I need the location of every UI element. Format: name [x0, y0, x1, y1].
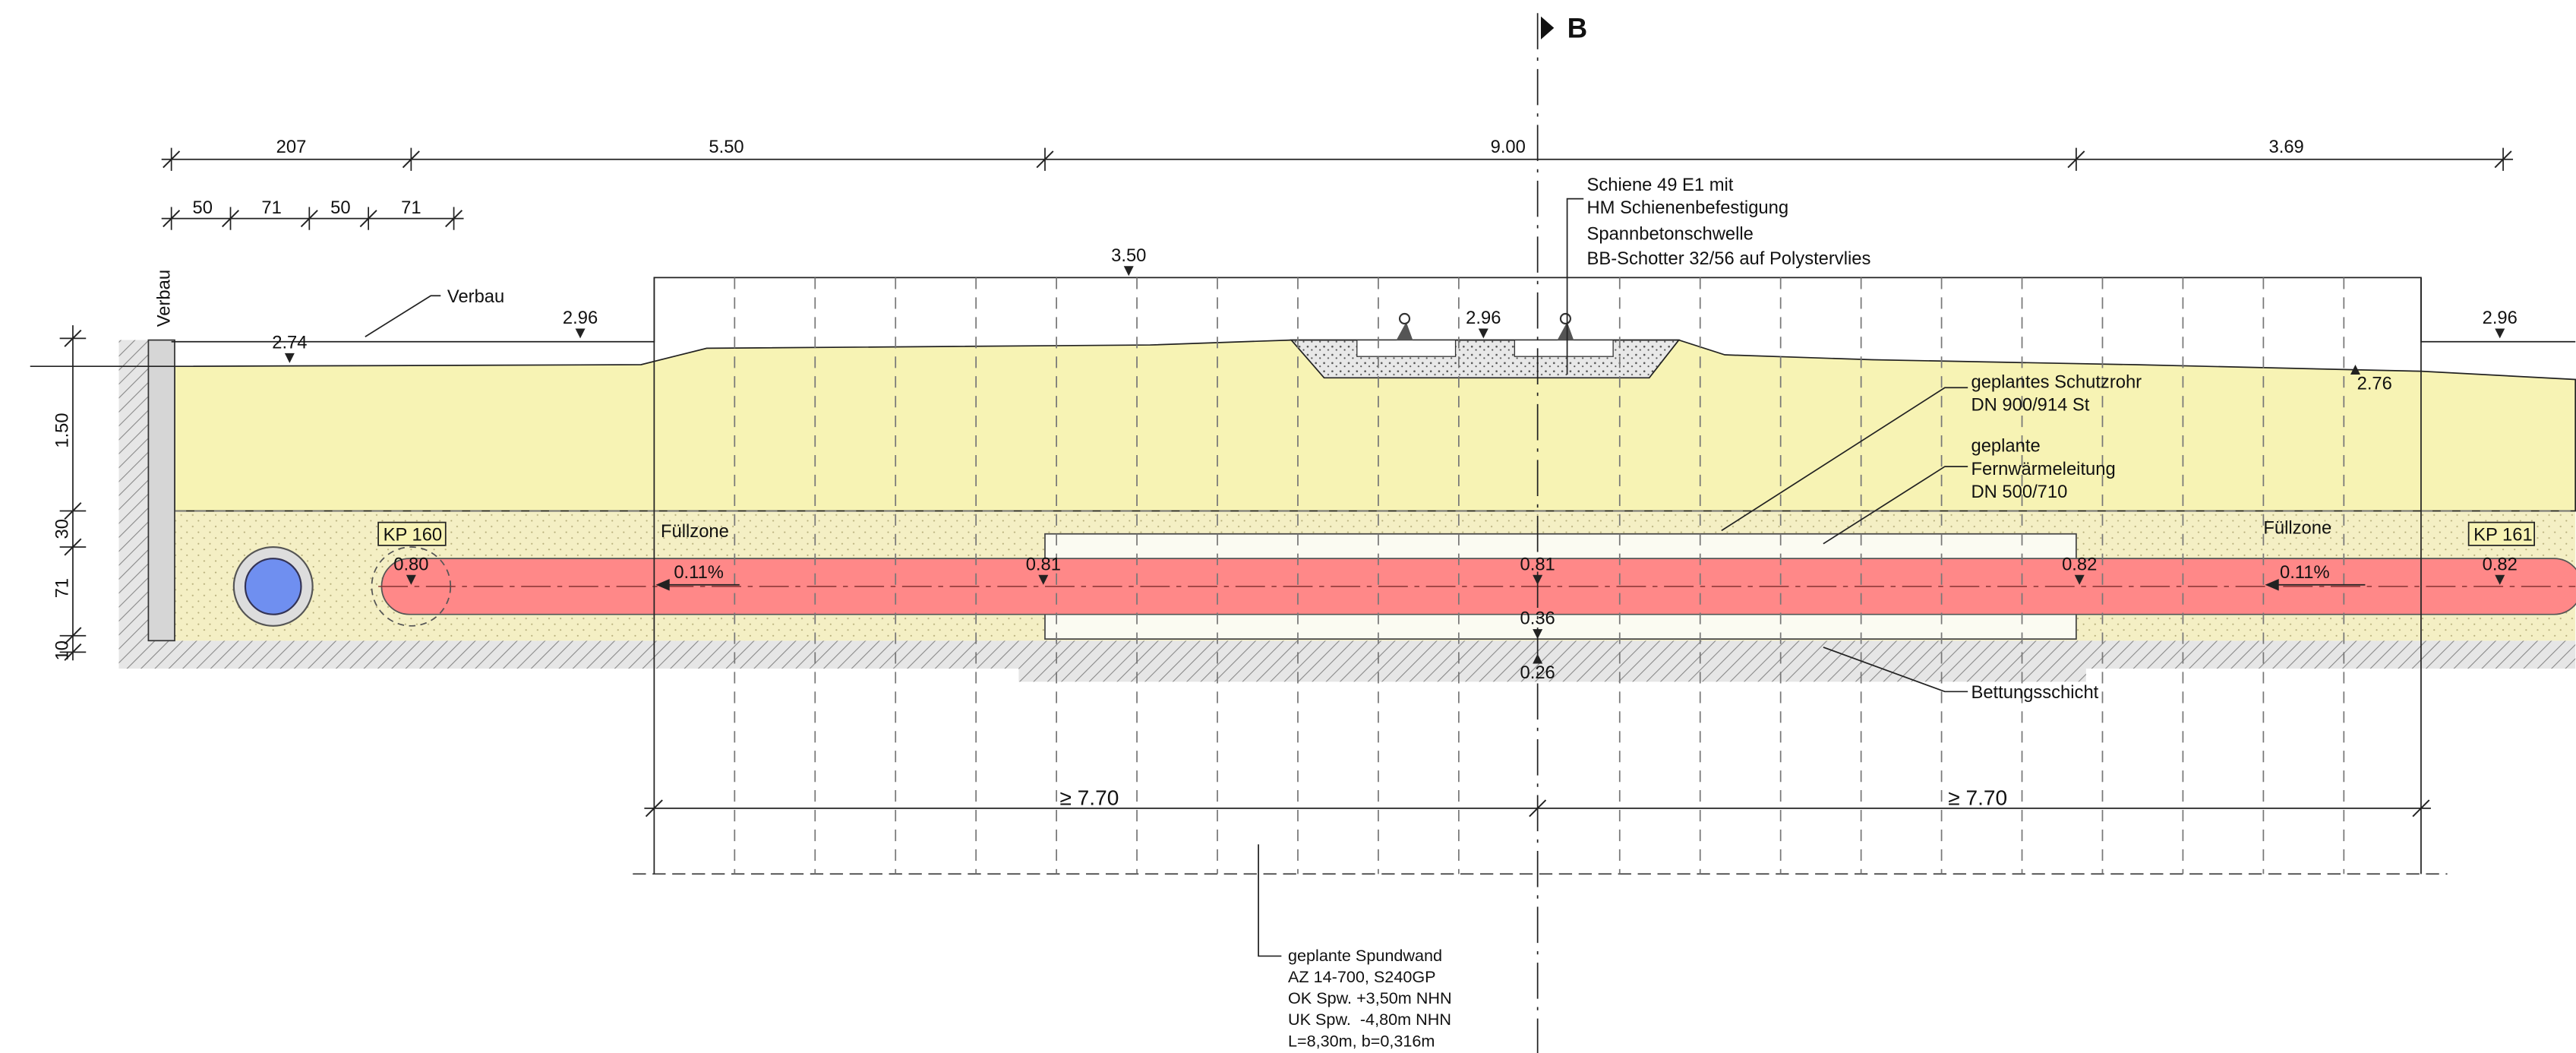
note: DN 500/710 — [1971, 482, 2067, 502]
gradient-label: 0.11% — [2280, 562, 2330, 583]
dimension: 9.00 — [1491, 137, 1526, 157]
level-triangle — [575, 328, 586, 339]
label: Füllzone — [661, 521, 729, 542]
note: OK Spw. +3,50m NHN — [1288, 988, 1452, 1007]
label: Verbau — [447, 286, 504, 307]
note: geplantes Schutzrohr — [1971, 372, 2142, 392]
dimension-tick — [1529, 799, 1547, 817]
level-label: 0.26 — [1520, 662, 1555, 683]
note: L=8,30m, b=0,316m — [1288, 1031, 1435, 1050]
gradient-arrow — [655, 578, 740, 591]
label: KP 160 — [384, 524, 443, 545]
note: geplante — [1971, 436, 2040, 457]
gradient-label: 0.11% — [674, 562, 724, 583]
note: DN 900/914 St — [1971, 395, 2089, 416]
ground-layers — [118, 312, 2576, 682]
dimension: 30 — [52, 519, 72, 539]
level-label: 0.36 — [1520, 609, 1555, 629]
level-triangle — [1533, 574, 1543, 585]
gradient-arrow — [2265, 578, 2366, 591]
level-label: 3.50 — [1111, 245, 1146, 266]
level-triangle — [2495, 574, 2505, 585]
dimension: ≥ 7.70 — [1948, 786, 2007, 810]
level-label: 0.82 — [2483, 554, 2518, 574]
note: geplante Spundwand — [1288, 946, 1442, 965]
dimension: 10 — [52, 640, 72, 660]
level-triangle — [1533, 653, 1543, 664]
dimension: ≥ 7.70 — [1059, 786, 1119, 810]
dimension: 50 — [330, 198, 350, 218]
note: Fernwärmeleitung — [1971, 459, 2115, 479]
level-triangle — [406, 574, 416, 585]
level-label: 2.74 — [272, 332, 307, 353]
level-label: 2.76 — [2357, 373, 2392, 394]
note: HM Schienenbefestigung — [1587, 198, 1789, 218]
level-triangle — [2350, 365, 2360, 375]
dimension: 1.50 — [52, 413, 72, 447]
dimension: 71 — [52, 578, 72, 598]
label: Füllzone — [2263, 518, 2331, 539]
dimension-tick — [645, 799, 663, 817]
dimension: 207 — [276, 137, 307, 157]
level-label: 0.81 — [1026, 554, 1061, 574]
note: BB-Schotter 32/56 auf Polystervlies — [1587, 248, 1871, 269]
level-triangle — [2074, 574, 2085, 585]
dimension: 5.50 — [709, 137, 743, 157]
level-label: 0.80 — [393, 554, 428, 574]
note: Schiene 49 E1 mit — [1587, 175, 1734, 195]
level-label: 2.96 — [2483, 308, 2518, 328]
level-triangle — [2495, 328, 2505, 339]
section-marker: B — [1567, 13, 1588, 44]
label: Bettungsschicht — [1971, 682, 2098, 703]
dimension: 3.69 — [2269, 137, 2304, 157]
dimension: 71 — [401, 198, 421, 218]
level-triangle — [1533, 629, 1543, 640]
level-triangle — [1123, 266, 1134, 277]
level-triangle — [284, 353, 295, 363]
level-label: 0.81 — [1520, 554, 1555, 574]
level-label: 2.96 — [1466, 308, 1501, 328]
dimension: 71 — [261, 198, 281, 218]
level-triangle — [1038, 574, 1049, 585]
dimension: 50 — [193, 198, 213, 218]
note: UK Spw. -4,80m NHN — [1288, 1010, 1451, 1029]
label: Verbau — [154, 270, 175, 327]
dimension-tick — [2412, 799, 2430, 817]
note: Spannbetonschwelle — [1587, 224, 1754, 245]
note: AZ 14-700, S240GP — [1288, 967, 1436, 986]
level-label: 0.82 — [2062, 554, 2097, 574]
level-markers: 2.74 2.96 3.50 2.96 2.96 2.76 0.80 0.81 0.81 0.82… — [272, 245, 2518, 683]
level-label: 2.96 — [563, 308, 598, 328]
dimension-ticks — [59, 147, 2512, 817]
sheet-pile-frame — [30, 13, 2576, 1053]
level-triangle — [1478, 328, 1488, 339]
label: KP 161 — [2473, 524, 2533, 545]
